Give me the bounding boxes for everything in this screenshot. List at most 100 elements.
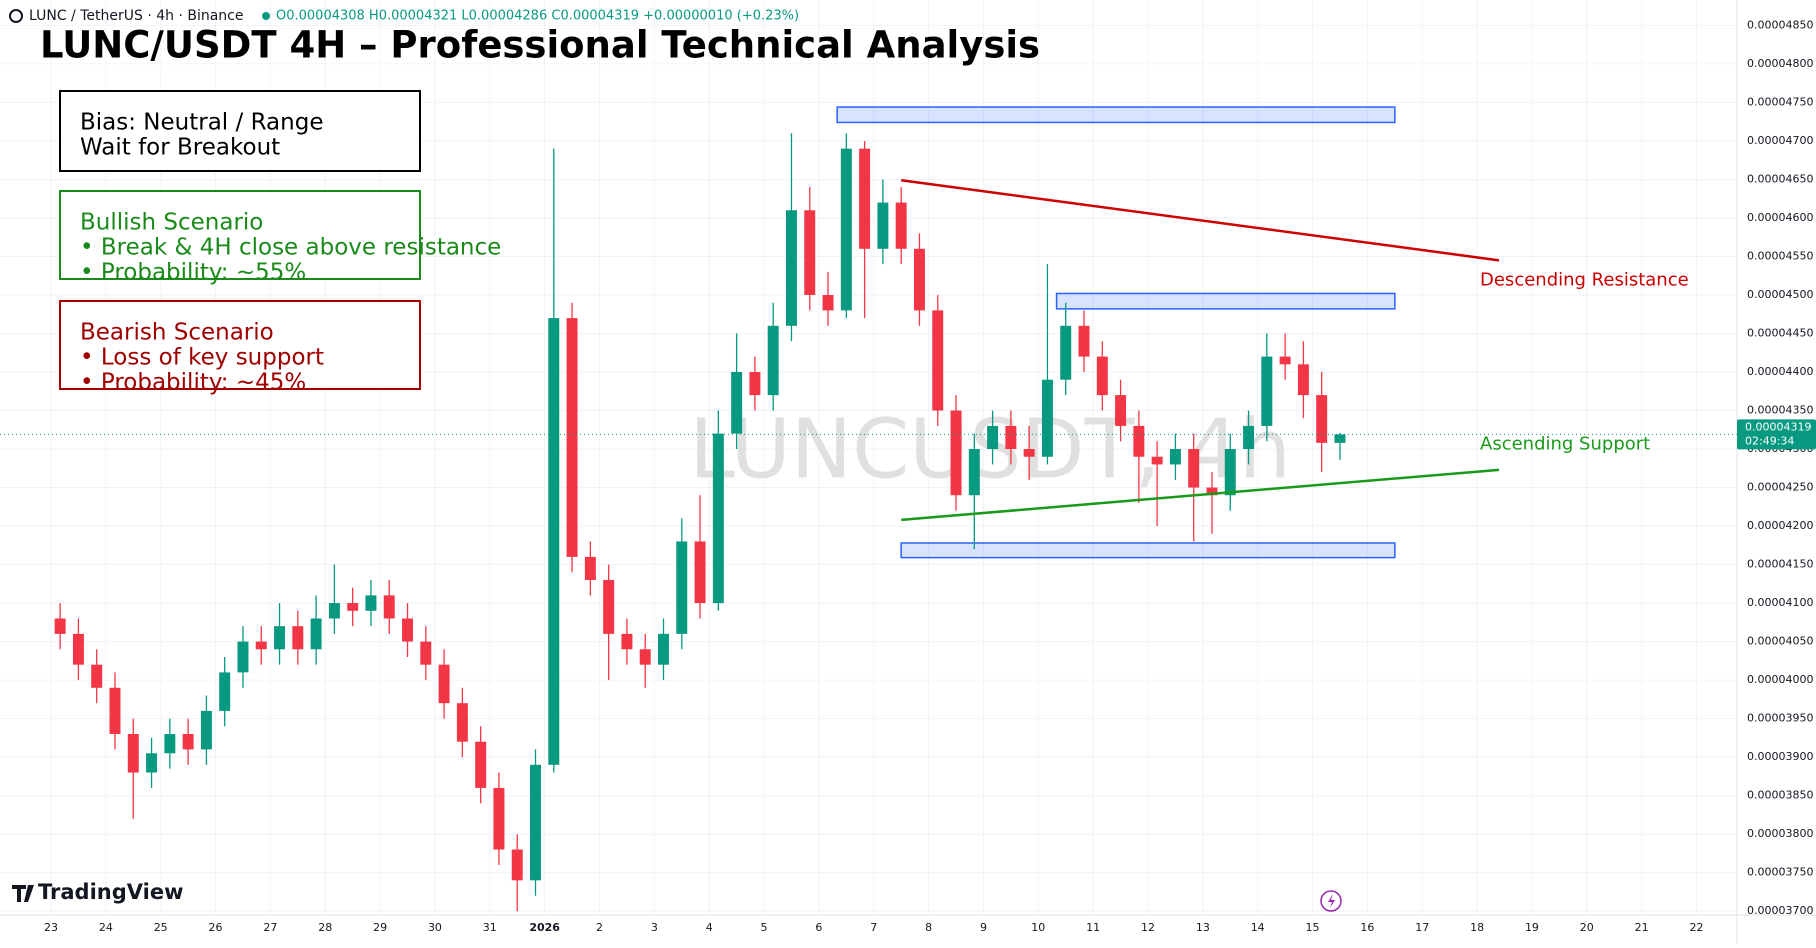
bullish-text: Bullish Scenario	[80, 210, 263, 236]
candle-body	[292, 626, 304, 650]
y-tick-label: 0.00004800	[1747, 57, 1813, 70]
x-tick-label: 11	[1086, 921, 1100, 934]
candle-body	[548, 318, 560, 765]
y-tick-label: 0.00004600	[1747, 211, 1813, 224]
y-tick-label: 0.00004350	[1747, 404, 1813, 417]
candle-body	[1334, 434, 1346, 443]
x-tick-label: 26	[209, 921, 223, 934]
y-tick-label: 0.00003750	[1747, 866, 1813, 879]
candle-body	[1115, 395, 1127, 426]
candle-body	[1078, 325, 1090, 357]
event-icon[interactable]	[1320, 890, 1342, 912]
x-tick-label: 5	[761, 921, 768, 934]
candle-body	[913, 248, 925, 311]
candle-body	[127, 734, 139, 773]
x-tick-label: 25	[154, 921, 168, 934]
candle-body	[1261, 356, 1273, 426]
x-tick-label: 9	[980, 921, 987, 934]
candle-body	[365, 595, 377, 611]
y-tick-label: 0.00004550	[1747, 249, 1813, 262]
watermark: LUNCUSDT, 4h	[689, 402, 1291, 497]
x-tick-label: 23	[44, 921, 58, 934]
candle-body	[1133, 425, 1145, 457]
candle-body	[219, 672, 231, 711]
bullish-box	[59, 190, 421, 280]
bearish-text: • Loss of key support	[80, 345, 324, 371]
x-tick-label: 4	[706, 921, 713, 934]
grid	[0, 0, 1737, 915]
candle-body	[1279, 356, 1291, 365]
candle-body	[511, 849, 523, 881]
y-tick-label: 0.00004150	[1747, 558, 1813, 571]
x-tick-label: 14	[1251, 921, 1265, 934]
x-tick-label: 12	[1141, 921, 1155, 934]
x-tick-label: 29	[373, 921, 387, 934]
bias-text: Wait for Breakout	[80, 135, 280, 161]
candle-body	[877, 202, 889, 249]
y-tick-label: 0.00004450	[1747, 326, 1813, 339]
y-tick-label: 0.00003700	[1747, 904, 1813, 917]
y-tick-label: 0.00004250	[1747, 481, 1813, 494]
candle-body	[109, 687, 121, 735]
x-tick-label: 24	[99, 921, 113, 934]
zone	[1055, 292, 1396, 310]
y-tick-label: 0.00003800	[1747, 827, 1813, 840]
zone	[900, 542, 1396, 559]
candle-body	[530, 764, 541, 881]
candle-body	[566, 318, 578, 557]
time-axis-bg	[0, 915, 1816, 944]
x-tick-label: 18	[1470, 921, 1484, 934]
candle-body	[785, 210, 797, 326]
bullish-text: • Break & 4H close above resistance	[80, 235, 501, 261]
candle-body	[1297, 364, 1309, 396]
candle-body	[274, 626, 286, 650]
y-tick-label: 0.00004200	[1747, 519, 1813, 532]
candle-body	[475, 741, 487, 788]
brand-logo	[12, 885, 34, 902]
candle-body	[694, 541, 706, 604]
y-tick-label: 0.00003900	[1747, 750, 1813, 763]
y-tick-label: 0.00004000	[1747, 673, 1813, 686]
x-tick-label: 22	[1690, 921, 1704, 934]
candle-body	[1188, 449, 1200, 488]
trendline	[901, 178, 1500, 262]
candle-body	[146, 753, 158, 773]
candle-body	[1041, 379, 1053, 457]
candle-body	[402, 618, 414, 642]
y-tick-label: 0.00004050	[1747, 635, 1813, 648]
x-tick-label: 13	[1196, 921, 1210, 934]
chart-title: LUNC/USDT 4H – Professional Technical An…	[40, 24, 1040, 67]
plot	[0, 106, 1737, 912]
candle-body	[1169, 449, 1181, 465]
candle-body	[822, 294, 834, 311]
candle-body	[347, 603, 359, 611]
candle-body	[859, 148, 871, 249]
x-tick-label: 2	[596, 921, 603, 934]
bias-box	[59, 90, 421, 172]
last-price-tag	[1737, 419, 1816, 450]
bearish-box	[59, 300, 421, 390]
x-tick-label: 21	[1635, 921, 1649, 934]
candle-body	[1023, 449, 1035, 457]
bearish-text: • Probability: ~45%	[80, 370, 306, 396]
candle-body	[767, 325, 779, 396]
bullish-text: • Probability: ~55%	[80, 260, 306, 286]
candle-body	[200, 710, 212, 750]
candle-body	[456, 703, 468, 742]
y-tick-label: 0.00004500	[1747, 288, 1813, 301]
x-tick-label: 2026	[529, 921, 560, 934]
countdown: 02:49:34	[1745, 434, 1794, 447]
candle-body	[1060, 325, 1072, 380]
bearish-text: Bearish Scenario	[80, 320, 274, 346]
candle-body	[383, 595, 395, 619]
x-tick-label: 31	[483, 921, 497, 934]
candle-body	[438, 664, 450, 704]
bias-text: Bias: Neutral / Range	[80, 110, 323, 136]
trendline-label: Descending Resistance	[1480, 270, 1689, 291]
candle-body	[840, 148, 852, 311]
candle-body	[749, 372, 761, 396]
candle-body	[712, 433, 724, 604]
y-tick-label: 0.00004650	[1747, 172, 1813, 185]
